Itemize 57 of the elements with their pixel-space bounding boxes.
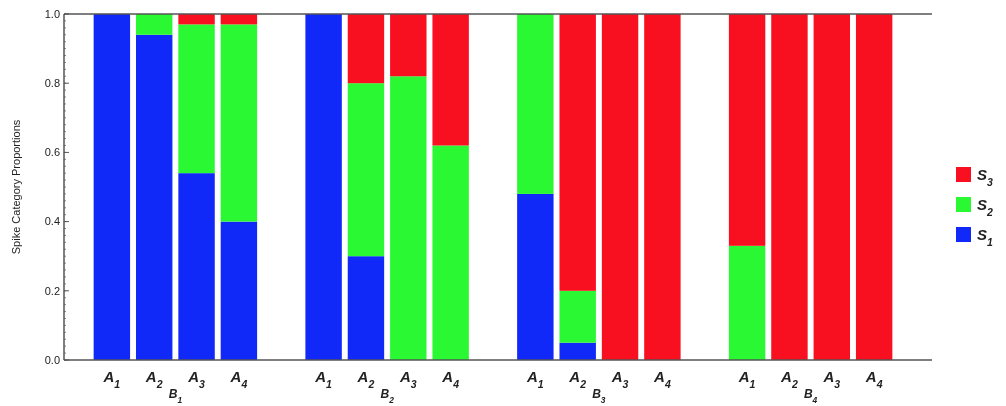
bar xyxy=(390,14,427,77)
x-tick-label: A$_{3}$ xyxy=(610,368,629,390)
x-tick-label: A$_{2}$ xyxy=(568,368,587,390)
bar xyxy=(728,14,766,246)
bar xyxy=(220,24,258,222)
x-tick-label: A$_{2}$ xyxy=(356,368,375,390)
x-tick-label: A$_{4}$ xyxy=(653,368,671,390)
bar xyxy=(220,221,258,360)
x-tick-label: A$_{1}$ xyxy=(737,368,756,390)
bar xyxy=(347,14,385,84)
bar xyxy=(135,14,173,35)
bar xyxy=(178,173,215,360)
legend-label: S$_{1}$ xyxy=(977,226,994,249)
legend-label: S$_{3}$ xyxy=(977,166,994,189)
bar xyxy=(517,193,554,360)
bar xyxy=(517,14,554,194)
x-tick-label: A$_{2}$ xyxy=(780,368,798,390)
bar xyxy=(813,14,851,360)
y-axis-title: Spike Category Proportions xyxy=(10,119,22,255)
x-tick-label: A$_{4}$ xyxy=(229,368,248,390)
x-tick-label: A$_{3}$ xyxy=(398,368,417,390)
bar xyxy=(559,290,596,343)
bar xyxy=(855,14,893,360)
bar xyxy=(559,14,596,291)
x-tick-label: A$_{1}$ xyxy=(526,368,544,390)
bar xyxy=(771,14,808,360)
bar xyxy=(305,14,342,360)
bar xyxy=(347,83,385,257)
y-tick-label: 0.2 xyxy=(44,284,60,297)
y-tick-label: 1.0 xyxy=(44,7,60,20)
legend-label: S$_{2}$ xyxy=(977,196,994,219)
bar xyxy=(432,145,469,360)
bar xyxy=(135,34,173,360)
bar xyxy=(728,245,766,360)
x-tick-label: A$_{3}$ xyxy=(187,368,206,390)
x-tick-label: A$_{2}$ xyxy=(144,368,163,390)
text: B$_{1}$ xyxy=(168,387,183,405)
x-tick-label: A$_{1}$ xyxy=(314,368,333,390)
bar xyxy=(178,24,215,174)
x-tick-label: A$_{4}$ xyxy=(441,368,460,390)
bar xyxy=(347,256,385,360)
x-tick-label: A$_{3}$ xyxy=(822,368,841,390)
bar xyxy=(559,342,596,360)
bar xyxy=(93,14,131,360)
y-tick-label: 0.0 xyxy=(44,353,60,366)
text: B$_{3}$ xyxy=(592,387,606,405)
y-tick-label: 0.6 xyxy=(44,146,60,159)
bar xyxy=(601,14,639,360)
y-tick-label: 0.8 xyxy=(44,77,60,90)
x-tick-label: A$_{1}$ xyxy=(102,368,121,390)
text: B$_{2}$ xyxy=(380,387,395,405)
bar xyxy=(432,14,469,146)
text: B$_{4}$ xyxy=(803,387,818,405)
bar xyxy=(644,14,681,360)
y-tick-label: 0.4 xyxy=(44,215,60,228)
x-tick-label: A$_{4}$ xyxy=(864,368,883,390)
bar xyxy=(390,76,427,360)
